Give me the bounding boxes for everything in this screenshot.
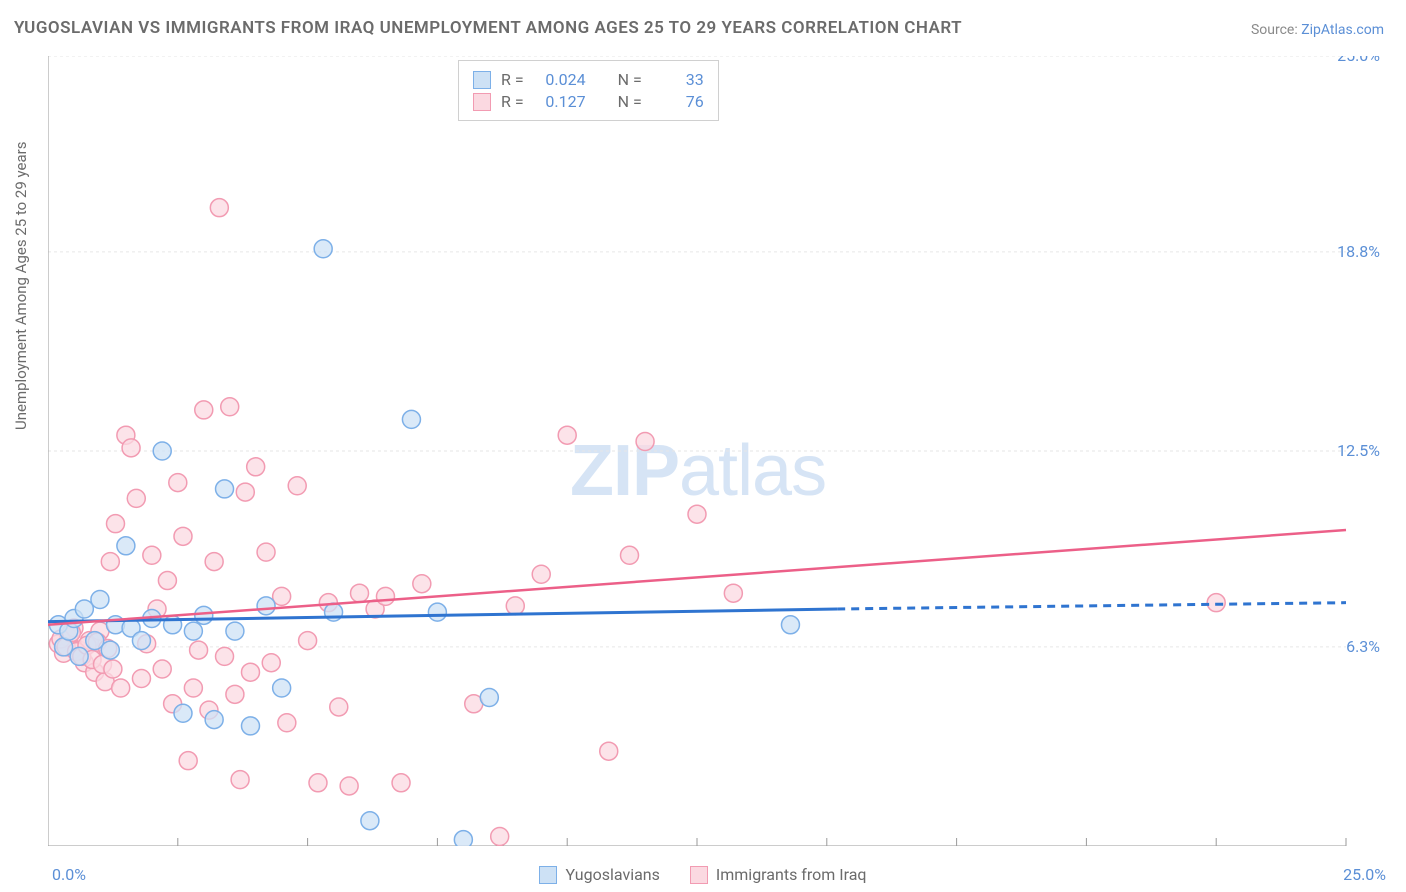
correlation-stats-box: R = 0.024 N = 33 R = 0.127 N = 76 bbox=[458, 60, 719, 121]
scatter-svg: 6.3% 12.5% 18.8% 25.0% bbox=[48, 56, 1384, 846]
legend-swatch bbox=[690, 866, 708, 884]
source-link[interactable]: ZipAtlas.com bbox=[1301, 22, 1384, 38]
legend-item: Immigrants from Iraq bbox=[690, 865, 867, 884]
chart-plot-area: 6.3% 12.5% 18.8% 25.0% bbox=[48, 56, 1384, 846]
svg-text:18.8%: 18.8% bbox=[1337, 242, 1380, 261]
legend-swatch bbox=[539, 866, 557, 884]
y-axis-label: Unemployment Among Ages 25 to 29 years bbox=[12, 142, 30, 430]
svg-text:12.5%: 12.5% bbox=[1337, 441, 1380, 460]
stats-swatch bbox=[473, 93, 491, 111]
stats-r-label: R = bbox=[501, 92, 524, 111]
legend-item: Yugoslavians bbox=[539, 865, 659, 884]
stats-r-value: 0.127 bbox=[534, 92, 586, 111]
chart-title: YUGOSLAVIAN VS IMMIGRANTS FROM IRAQ UNEM… bbox=[14, 18, 962, 38]
svg-text:25.0%: 25.0% bbox=[1337, 56, 1380, 65]
stats-row: R = 0.127 N = 76 bbox=[473, 92, 704, 111]
source-prefix: Source: bbox=[1251, 22, 1301, 38]
stats-n-label: N = bbox=[618, 70, 642, 89]
stats-swatch bbox=[473, 71, 491, 89]
legend-label: Immigrants from Iraq bbox=[716, 865, 867, 884]
stats-n-value: 33 bbox=[652, 70, 704, 89]
stats-r-value: 0.024 bbox=[534, 70, 586, 89]
stats-row: R = 0.024 N = 33 bbox=[473, 70, 704, 89]
stats-n-label: N = bbox=[618, 92, 642, 111]
svg-text:6.3%: 6.3% bbox=[1346, 637, 1380, 656]
legend-bottom: Yugoslavians Immigrants from Iraq bbox=[0, 865, 1406, 884]
stats-r-label: R = bbox=[501, 70, 524, 89]
source-attribution: Source: ZipAtlas.com bbox=[1251, 22, 1384, 38]
legend-label: Yugoslavians bbox=[565, 865, 659, 884]
stats-n-value: 76 bbox=[652, 92, 704, 111]
